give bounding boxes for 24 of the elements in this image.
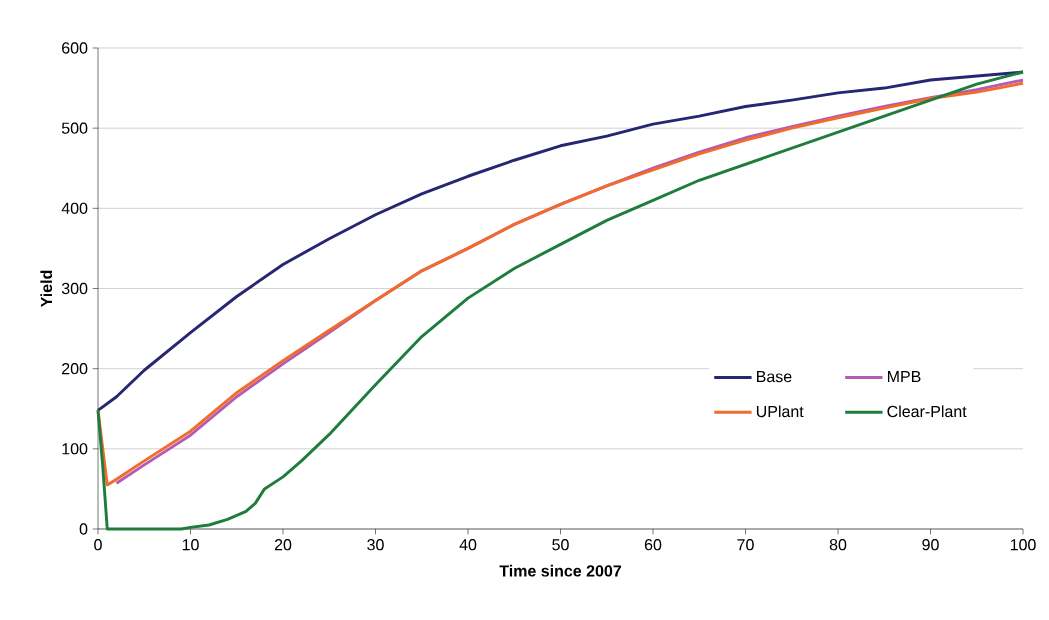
x-tick-label: 50 [552, 539, 569, 551]
x-tick-label: 70 [737, 539, 754, 551]
y-tick-label: 500 [61, 122, 88, 134]
x-tick-label: 30 [367, 539, 384, 551]
y-tick-label: 400 [61, 202, 88, 214]
x-tick-label: 100 [1010, 539, 1036, 551]
x-tick-label: 10 [182, 539, 199, 551]
y-tick-label: 200 [62, 363, 88, 375]
legend-label: Clear-Plant [887, 405, 967, 418]
y-tick-label: 300 [61, 282, 88, 295]
x-tick-label: 0 [94, 539, 102, 551]
x-axis-title: Time since 2007 [499, 564, 622, 577]
x-tick-label: 80 [829, 539, 847, 551]
x-tick-label: 40 [459, 539, 477, 551]
x-tick-label: 60 [644, 539, 662, 551]
y-axis-title: Yield [40, 270, 53, 308]
legend-label: Base [757, 371, 792, 383]
y-tick-label: 100 [62, 443, 88, 455]
legend-label: MPB [887, 371, 921, 383]
x-tick-label: 90 [922, 539, 939, 551]
legend-label: UPlant [756, 405, 804, 418]
y-tick-label: 0 [79, 523, 88, 535]
y-tick-label: 600 [62, 42, 88, 54]
x-tick-label: 20 [274, 539, 292, 551]
